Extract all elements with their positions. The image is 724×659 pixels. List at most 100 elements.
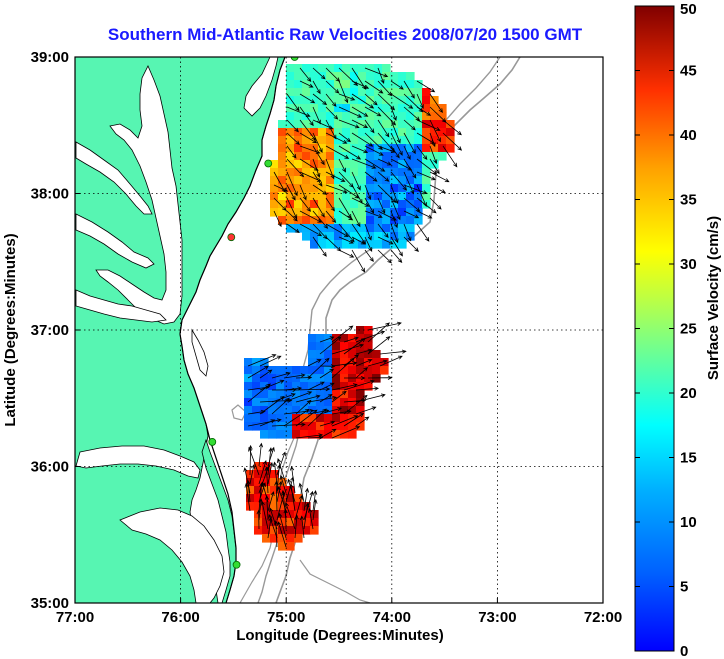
velocity-cell <box>350 160 359 169</box>
velocity-cell <box>276 382 285 391</box>
velocity-cell <box>326 120 335 129</box>
velocity-vector <box>416 93 424 109</box>
velocity-cell <box>430 120 439 129</box>
velocity-vector <box>377 210 397 221</box>
grid-lines <box>74 56 604 604</box>
velocity-cell <box>300 414 309 423</box>
velocity-vector <box>298 482 305 503</box>
velocity-cell <box>292 382 301 391</box>
velocity-cell <box>342 240 351 249</box>
velocity-cell <box>430 112 439 121</box>
velocity-cell <box>334 104 343 113</box>
colorbar-label: Surface Velocity (cm/s) <box>705 216 722 380</box>
velocity-cell <box>326 96 335 105</box>
velocity-cell <box>374 88 383 97</box>
velocity-vector <box>273 520 279 548</box>
velocity-cell <box>358 160 367 169</box>
velocity-cell <box>326 216 335 225</box>
velocity-cell <box>308 334 317 343</box>
velocity-cell <box>414 192 423 201</box>
velocity-vector <box>343 336 359 343</box>
velocity-cell <box>270 502 279 511</box>
velocity-vector <box>331 426 361 439</box>
velocity-cell <box>364 358 373 367</box>
velocity-cell <box>302 184 311 193</box>
velocity-cell <box>276 422 285 431</box>
velocity-cell <box>340 422 349 431</box>
velocity-cell <box>244 390 253 399</box>
velocity-cell <box>246 502 255 511</box>
velocity-cell <box>310 112 319 121</box>
velocity-cell <box>278 526 287 535</box>
velocity-cell <box>262 510 271 519</box>
velocity-cell <box>270 478 279 487</box>
velocity-cell <box>390 96 399 105</box>
velocity-vector <box>312 223 328 240</box>
velocity-cell <box>300 422 309 431</box>
velocity-cell <box>286 64 295 73</box>
velocity-cell <box>294 80 303 89</box>
velocity-cell <box>382 120 391 129</box>
velocity-cell <box>398 152 407 161</box>
y-tick-label: 37:00 <box>31 322 69 339</box>
velocity-cell <box>334 112 343 121</box>
velocity-cell <box>398 224 407 233</box>
velocity-cell <box>292 422 301 431</box>
velocity-cell <box>252 366 261 375</box>
velocity-vector <box>319 407 343 415</box>
velocity-cell <box>422 144 431 153</box>
velocity-cell <box>390 80 399 89</box>
velocity-cell <box>414 152 423 161</box>
velocity-cell <box>398 200 407 209</box>
velocity-vector <box>416 145 428 161</box>
velocity-vector <box>295 387 331 392</box>
velocity-cell <box>334 120 343 129</box>
velocity-cell <box>332 390 341 399</box>
velocity-vector <box>390 145 400 159</box>
y-tick-label: 38:00 <box>31 186 69 203</box>
velocity-vector <box>403 119 416 131</box>
velocity-cell <box>366 184 375 193</box>
velocity-vector <box>273 184 289 192</box>
velocity-cell <box>324 334 333 343</box>
velocity-cell <box>326 136 335 145</box>
colorbar-tick-label: 5 <box>680 579 688 596</box>
velocity-cell <box>300 406 309 415</box>
velocity-cell <box>308 366 317 375</box>
velocity-cell <box>318 224 327 233</box>
velocity-cell <box>374 136 383 145</box>
velocity-cell <box>286 80 295 89</box>
velocity-vector <box>286 184 296 201</box>
velocity-cell <box>300 382 309 391</box>
velocity-vector <box>377 236 394 245</box>
velocity-vector <box>351 119 369 129</box>
velocity-cell <box>406 200 415 209</box>
velocity-cell <box>310 160 319 169</box>
velocity-cell <box>374 192 383 201</box>
velocity-cell <box>348 398 357 407</box>
velocity-cell <box>372 350 381 359</box>
velocity-cell <box>382 184 391 193</box>
velocity-cell <box>244 414 253 423</box>
velocity-cell <box>278 136 287 145</box>
velocity-vector <box>351 106 369 117</box>
velocity-cell <box>254 462 263 471</box>
velocity-cell <box>356 326 365 335</box>
velocity-vector <box>267 491 275 512</box>
velocity-cell <box>262 486 271 495</box>
velocity-vector <box>338 106 363 118</box>
velocity-vector <box>367 359 388 367</box>
velocity-cell <box>414 216 423 225</box>
x-axis-ticks: 77:00 76:00 75:00 74:00 73:00 72:00 <box>56 609 622 626</box>
velocity-cell <box>350 240 359 249</box>
velocity-vector <box>259 369 273 379</box>
velocity-cell <box>406 168 415 177</box>
velocity-cell <box>382 96 391 105</box>
velocity-vector <box>364 119 375 134</box>
plot-area <box>74 56 604 604</box>
velocity-cell <box>334 240 343 249</box>
velocity-cell <box>340 334 349 343</box>
velocity-vector <box>259 355 282 367</box>
velocity-cell <box>302 216 311 225</box>
velocity-cell <box>348 382 357 391</box>
